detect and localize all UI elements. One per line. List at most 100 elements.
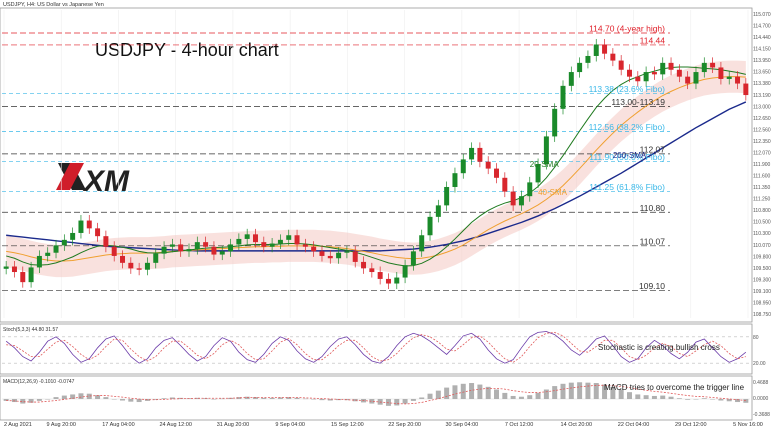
candle-body	[593, 44, 599, 56]
candle-body	[410, 251, 416, 266]
x-tick-label: 14 Oct 20:00	[561, 422, 593, 428]
candle-body	[327, 255, 333, 259]
macd-bar	[78, 393, 84, 399]
candle-body	[70, 232, 76, 240]
stoch-annotation: Stochastic is creating bullish cross	[598, 343, 720, 352]
macd-bar	[543, 389, 549, 399]
stoch-y-label: 20.00	[753, 361, 766, 367]
y-axis-label: 112.350	[753, 139, 771, 145]
macd-bar	[277, 397, 283, 399]
macd-bar	[394, 399, 400, 406]
candle-body	[543, 136, 549, 164]
x-tick-label: 2 Aug 2021	[4, 422, 32, 428]
candle-body	[718, 67, 724, 79]
candle-body	[419, 235, 425, 252]
macd-bar	[643, 395, 649, 399]
x-tick-label: 9 Aug 20:00	[47, 422, 76, 428]
price-level-label: 113.00-113.19	[611, 97, 665, 107]
sma40-line	[6, 76, 746, 262]
x-tick-label: 29 Oct 12:00	[675, 422, 707, 428]
macd-bar	[610, 386, 616, 399]
candle-body	[577, 62, 583, 73]
price-level-label: 110.80	[640, 203, 666, 213]
candle-body	[568, 72, 574, 86]
x-tick-label: 30 Sep 04:00	[445, 422, 478, 428]
macd-bar	[20, 399, 26, 404]
candle-body	[136, 268, 142, 270]
macd-bar	[510, 395, 516, 399]
macd-bar	[352, 399, 358, 402]
candle-body	[618, 60, 624, 70]
candle-body	[651, 72, 657, 75]
candle-body	[502, 177, 508, 192]
macd-bar	[593, 383, 599, 399]
y-axis-label: 113.000	[753, 104, 771, 110]
stoch-y-label: 80	[753, 335, 759, 341]
macd-bar	[111, 399, 117, 400]
candle-body	[311, 246, 317, 252]
x-tick-label: 22 Sep 20:00	[388, 422, 421, 428]
y-axis-label: 113.950	[753, 58, 771, 64]
macd-annotation: MACD tries to overcome the trigger line	[604, 383, 745, 392]
x-tick-label: 15 Sep 12:00	[331, 422, 364, 428]
macd-bar	[485, 386, 491, 399]
candle-body	[178, 244, 184, 252]
x-tick-label: 5 Nov 16:00	[733, 422, 763, 428]
y-axis-label: 112.650	[753, 116, 771, 122]
candle-body	[78, 220, 84, 233]
xm-logo: XM	[56, 163, 130, 198]
candle-body	[477, 147, 483, 162]
price-level-label: 114.70 (4-year high)	[589, 23, 665, 33]
y-axis-label: 108.950	[753, 300, 771, 306]
macd-bar	[45, 399, 51, 400]
candle-body	[510, 191, 516, 206]
candle-body	[668, 62, 674, 70]
y-axis-label: 111.600	[753, 174, 771, 180]
x-tick-label: 9 Sep 04:00	[275, 422, 305, 428]
macd-bar	[236, 397, 242, 399]
candle-body	[203, 242, 209, 247]
macd-bar	[693, 399, 699, 400]
candle-body	[252, 234, 258, 243]
x-tick-label: 7 Oct 12:00	[505, 422, 533, 428]
y-axis-label: 109.300	[753, 277, 771, 283]
candle-body	[336, 252, 342, 259]
stoch-main-line	[5, 331, 747, 364]
macd-bar	[518, 396, 524, 399]
candle-body	[211, 246, 217, 255]
chart-title: USDJPY - 4-hour chart	[95, 40, 279, 60]
x-tick-label: 17 Aug 04:00	[102, 422, 134, 428]
candle-body	[743, 83, 749, 96]
candle-body	[294, 235, 300, 245]
macd-bar	[668, 396, 674, 399]
candle-body	[402, 265, 408, 278]
candle-body	[560, 85, 566, 109]
macd-bar	[452, 385, 458, 399]
macd-bar	[319, 399, 325, 401]
macd-bar	[435, 390, 441, 399]
candle-body	[219, 251, 225, 255]
candle-body	[469, 147, 475, 160]
y-axis-label: 114.440	[753, 35, 771, 41]
candle-body	[527, 182, 533, 197]
candle-body	[494, 168, 500, 178]
candle-body	[701, 62, 707, 73]
macd-y-label: 0.4688	[753, 380, 769, 386]
candle-body	[344, 251, 350, 253]
macd-bar	[651, 395, 657, 399]
macd-bar	[95, 395, 101, 399]
stoch-title: Stoch(5,3,3) 44.80 31.57	[3, 327, 58, 333]
y-axis-label: 110.800	[753, 208, 771, 214]
candle-body	[435, 205, 441, 217]
candle-body	[53, 245, 59, 253]
macd-bar	[685, 399, 691, 400]
macd-bar	[494, 389, 500, 399]
macd-bar	[701, 398, 707, 399]
macd-bar	[410, 399, 416, 401]
candle-body	[676, 69, 682, 77]
macd-bar	[502, 392, 508, 399]
macd-bar	[626, 392, 632, 399]
macd-bar	[194, 397, 200, 399]
candle-body	[643, 72, 649, 82]
candle-body	[45, 252, 51, 256]
